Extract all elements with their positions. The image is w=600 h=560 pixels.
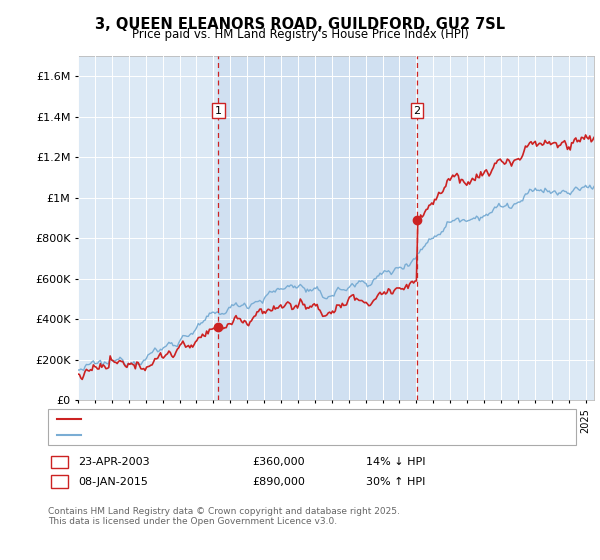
- Text: 08-JAN-2015: 08-JAN-2015: [78, 477, 148, 487]
- Text: £360,000: £360,000: [252, 457, 305, 467]
- Text: 30% ↑ HPI: 30% ↑ HPI: [366, 477, 425, 487]
- Text: 3, QUEEN ELEANORS ROAD, GUILDFORD, GU2 7SL (detached house): 3, QUEEN ELEANORS ROAD, GUILDFORD, GU2 7…: [85, 414, 442, 424]
- Text: 3, QUEEN ELEANORS ROAD, GUILDFORD, GU2 7SL: 3, QUEEN ELEANORS ROAD, GUILDFORD, GU2 7…: [95, 17, 505, 32]
- Text: £890,000: £890,000: [252, 477, 305, 487]
- Text: 2: 2: [413, 106, 421, 116]
- Text: Price paid vs. HM Land Registry's House Price Index (HPI): Price paid vs. HM Land Registry's House …: [131, 28, 469, 41]
- Text: 2: 2: [56, 477, 63, 487]
- Text: Contains HM Land Registry data © Crown copyright and database right 2025.
This d: Contains HM Land Registry data © Crown c…: [48, 507, 400, 526]
- Text: 1: 1: [56, 457, 63, 467]
- Text: 1: 1: [215, 106, 222, 116]
- Text: HPI: Average price, detached house, Guildford: HPI: Average price, detached house, Guil…: [85, 430, 326, 440]
- Bar: [218, 56, 417, 400]
- Text: 23-APR-2003: 23-APR-2003: [78, 457, 149, 467]
- Text: 14% ↓ HPI: 14% ↓ HPI: [366, 457, 425, 467]
